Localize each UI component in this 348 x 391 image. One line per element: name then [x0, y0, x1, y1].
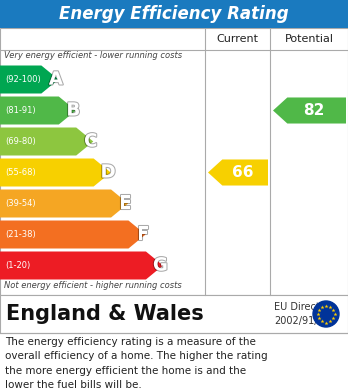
Text: Energy Efficiency Rating: Energy Efficiency Rating — [59, 5, 289, 23]
Text: The energy efficiency rating is a measure of the
overall efficiency of a home. T: The energy efficiency rating is a measur… — [5, 337, 268, 390]
Bar — [0, 295, 348, 333]
Text: (1-20): (1-20) — [5, 261, 30, 270]
Text: (69-80): (69-80) — [5, 137, 36, 146]
Text: Current: Current — [216, 34, 259, 44]
Text: Potential: Potential — [285, 34, 333, 44]
Bar — [0, 0, 348, 28]
Text: EU Directive
2002/91/EC: EU Directive 2002/91/EC — [274, 302, 334, 326]
Text: A: A — [49, 70, 63, 88]
Polygon shape — [0, 190, 128, 217]
Text: (39-54): (39-54) — [5, 199, 35, 208]
Circle shape — [313, 301, 339, 327]
Text: G: G — [153, 256, 168, 274]
Text: (81-91): (81-91) — [5, 106, 35, 115]
Polygon shape — [273, 97, 346, 124]
Text: B: B — [66, 102, 80, 120]
Text: (21-38): (21-38) — [5, 230, 36, 239]
Polygon shape — [0, 251, 163, 280]
Bar — [0, 28, 348, 295]
Text: Not energy efficient - higher running costs: Not energy efficient - higher running co… — [4, 282, 182, 291]
Polygon shape — [0, 66, 58, 93]
Text: 66: 66 — [231, 165, 253, 180]
Text: (55-68): (55-68) — [5, 168, 36, 177]
Text: D: D — [101, 163, 116, 181]
Text: F: F — [137, 226, 149, 244]
Text: E: E — [119, 194, 132, 212]
Polygon shape — [0, 97, 76, 124]
Text: (92-100): (92-100) — [5, 75, 41, 84]
Polygon shape — [208, 160, 268, 185]
Polygon shape — [0, 158, 111, 187]
Text: England & Wales: England & Wales — [6, 304, 204, 324]
Polygon shape — [0, 127, 93, 156]
Polygon shape — [0, 221, 145, 249]
Text: 82: 82 — [303, 103, 324, 118]
Text: Very energy efficient - lower running costs: Very energy efficient - lower running co… — [4, 50, 182, 59]
Text: C: C — [84, 133, 97, 151]
